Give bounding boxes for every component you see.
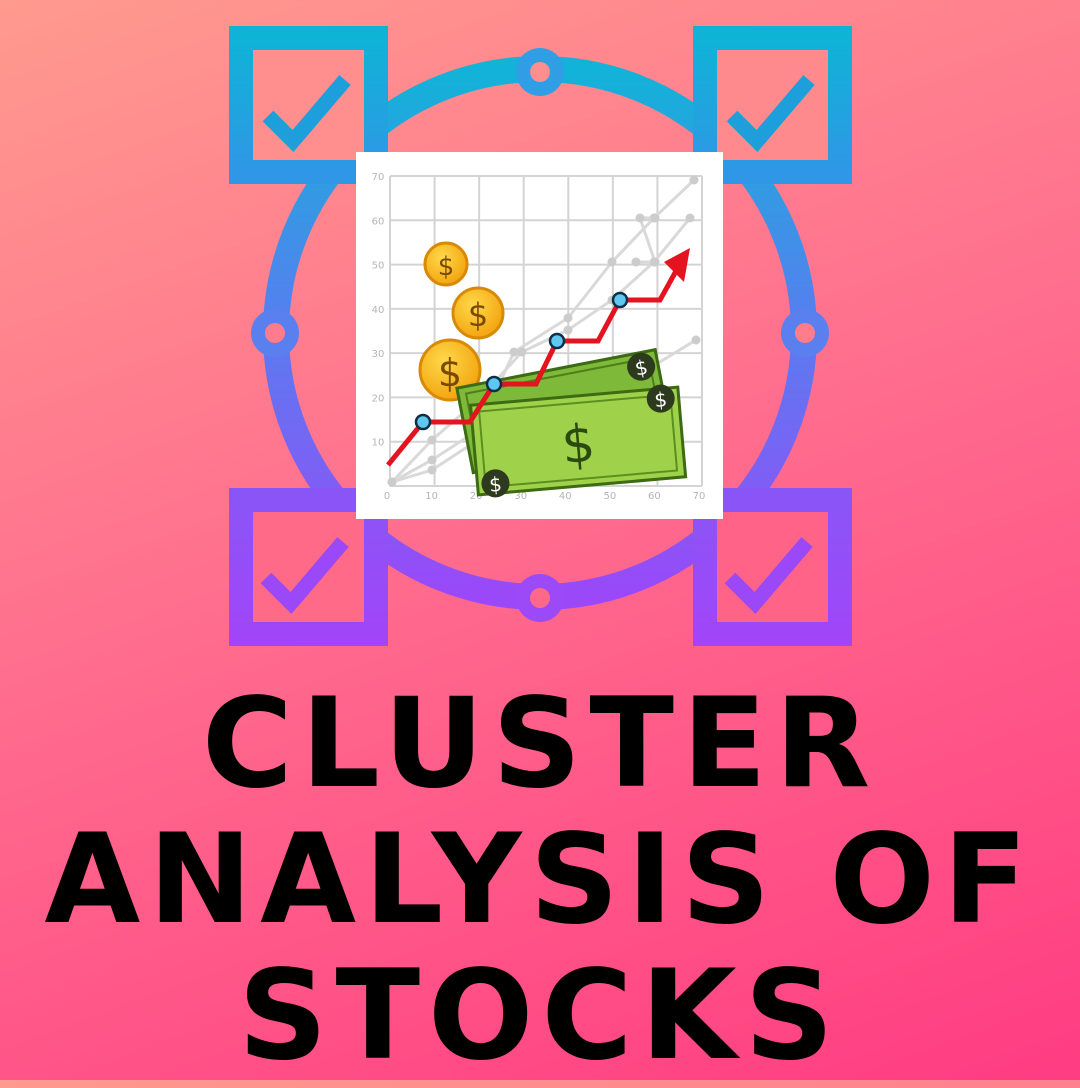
- grey-series-point: [635, 213, 645, 223]
- svg-text:$: $: [438, 252, 455, 282]
- grey-series-point: [427, 455, 437, 465]
- trend-point: [414, 413, 432, 431]
- y-tick-label: 10: [372, 438, 385, 449]
- x-tick-label: 30: [514, 491, 527, 502]
- grey-series-point: [691, 335, 701, 345]
- stock-chart-image: 0 10 20 30 40 50 60 70 70 60 50 40 30 20 10 $ $ $ $ $: [356, 152, 723, 519]
- checkmark-icon: [260, 537, 349, 615]
- grey-series-line: [391, 178, 696, 484]
- dollar-bill-icon: $ $ $: [468, 384, 688, 498]
- trend-arrow-icon: [386, 248, 690, 467]
- chart-x-ticks: 0 10 20 30 40 50 60 70: [384, 491, 706, 502]
- grey-series-point: [631, 257, 641, 267]
- svg-text:$: $: [653, 387, 668, 412]
- svg-text:$: $: [468, 296, 488, 334]
- x-tick-label: 0: [384, 491, 390, 502]
- checkbox-top-left: [229, 26, 388, 184]
- trend-point: [611, 291, 629, 309]
- svg-text:$: $: [559, 414, 597, 477]
- x-tick-label: 10: [425, 491, 438, 502]
- trend-point: [548, 332, 566, 350]
- x-tick-label: 60: [648, 491, 661, 502]
- y-tick-label: 50: [372, 261, 385, 272]
- page-title: CLUSTER ANALYSIS OF STOCKS: [0, 676, 1080, 1084]
- y-tick-label: 20: [372, 393, 385, 404]
- grey-series-point: [517, 347, 527, 357]
- grey-series-point: [685, 213, 695, 223]
- dollar-coin-icon: $: [418, 338, 482, 402]
- chart-y-ticks: 70 60 50 40 30 20 10: [372, 172, 385, 449]
- checkbox-bottom-left: [229, 488, 388, 646]
- y-tick-label: 60: [372, 216, 385, 227]
- grey-series-point: [387, 477, 397, 487]
- grey-series-line: [636, 216, 658, 264]
- svg-text:$: $: [488, 472, 503, 497]
- y-tick-label: 70: [372, 172, 385, 183]
- grey-series-point: [689, 175, 699, 185]
- grey-series-point: [563, 313, 573, 323]
- grey-series-point: [509, 347, 519, 357]
- grey-series-point: [650, 257, 660, 267]
- title-line-1: CLUSTER: [201, 672, 879, 816]
- y-tick-label: 40: [372, 305, 385, 316]
- checkmark-icon: [724, 537, 813, 615]
- grey-series-point: [650, 213, 660, 223]
- checkbox-bottom-right: [693, 488, 852, 646]
- grey-series-point: [427, 465, 437, 475]
- x-tick-label: 40: [559, 491, 572, 502]
- trend-point: [485, 375, 503, 393]
- y-tick-label: 30: [372, 349, 385, 360]
- svg-text:$: $: [633, 355, 650, 381]
- checkmark-icon: [726, 75, 815, 153]
- dollar-coin-icon: $: [451, 286, 505, 340]
- x-tick-label: 20: [470, 491, 483, 502]
- x-tick-label: 50: [603, 491, 616, 502]
- grey-series-point: [563, 325, 573, 335]
- ring-node-bottom: [516, 574, 564, 622]
- checkbox-top-right: [693, 26, 852, 184]
- grey-series-point: [427, 435, 437, 445]
- ring-node-right: [781, 309, 829, 357]
- dollar-coin-icon: $: [423, 241, 469, 287]
- ring-node-left: [251, 309, 299, 357]
- ring-node-top: [516, 48, 564, 96]
- x-tick-label: 70: [693, 491, 706, 502]
- title-line-2: ANALYSIS OF: [44, 808, 1036, 952]
- checkmark-icon: [262, 75, 351, 153]
- grey-series-line: [390, 217, 692, 484]
- cluster-illustration: 0 10 20 30 40 50 60 70 70 60 50 40 30 20 10 $ $ $ $ $: [229, 26, 852, 646]
- title-line-3: STOCKS: [238, 944, 842, 1088]
- grey-series-point: [607, 257, 617, 267]
